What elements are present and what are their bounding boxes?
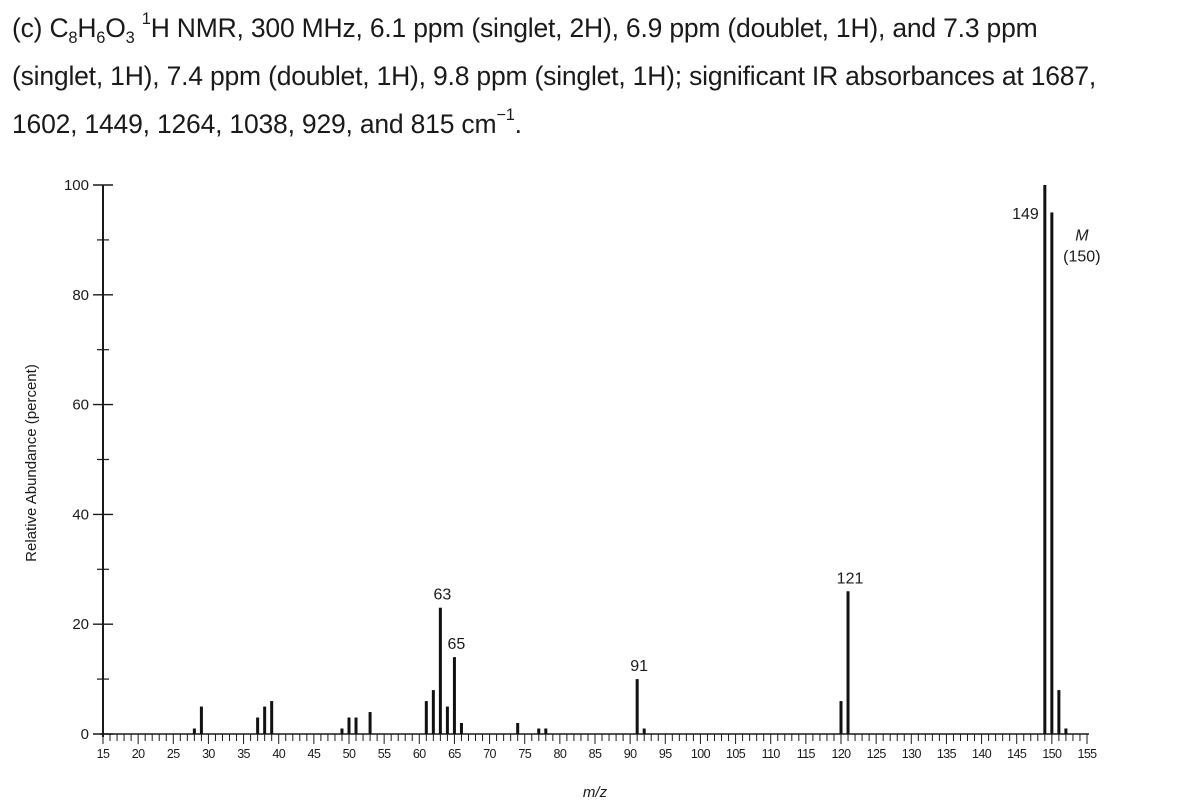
peak-bar-mz-66 xyxy=(459,723,463,734)
x-tick-label: 135 xyxy=(937,747,957,761)
peak-bar-mz-91 xyxy=(635,679,639,734)
x-tick-label: 80 xyxy=(553,747,566,761)
x-tick-label: 150 xyxy=(1042,747,1062,761)
peak-bar-mz-39 xyxy=(270,701,274,734)
wavenumber-unit-exponent: −1 xyxy=(496,105,515,124)
y-axis-title: Relative Abundance (percent) xyxy=(23,364,40,562)
problem-prefix: (c) C xyxy=(12,13,69,43)
peak-bar-mz-64 xyxy=(445,706,449,734)
peak-bar-mz-49 xyxy=(340,728,344,734)
x-tick-label: 60 xyxy=(413,747,426,761)
problem-line-2: (singlet, 1H), 7.4 ppm (doublet, 1H), 9.… xyxy=(12,61,1097,91)
x-tick-label: 100 xyxy=(691,747,711,761)
x-tick-label: 105 xyxy=(726,747,746,761)
x-tick-label: 30 xyxy=(202,747,215,761)
peak-label-91: 91 xyxy=(630,658,648,675)
oxygen-count: 3 xyxy=(125,28,135,47)
x-tick-label: 35 xyxy=(237,747,250,761)
y-tick-label: 20 xyxy=(72,616,89,633)
y-tick-label: 60 xyxy=(72,397,89,414)
x-axis-title: m/z xyxy=(583,784,608,801)
peak-bar-mz-51 xyxy=(354,717,358,734)
peak-bar-mz-78 xyxy=(544,728,548,734)
peak-bars xyxy=(192,185,1068,734)
x-axis: 15 20 25 30 35 40 45 50 55 60 65 70 75 80 85 90 95 100 105… xyxy=(97,733,1098,761)
peak-bar-mz-121 xyxy=(846,591,850,734)
x-tick-label: 50 xyxy=(343,747,356,761)
peak-bar-mz-28 xyxy=(192,728,196,734)
x-tick-label: 65 xyxy=(448,747,461,761)
peak-bar-mz-77 xyxy=(537,728,541,734)
y-axis: 0 20 40 60 80 100 xyxy=(64,177,113,743)
peak-label-63: 63 xyxy=(433,587,451,604)
peak-bar-mz-151 xyxy=(1057,690,1061,734)
peak-bar-mz-149 xyxy=(1043,185,1047,734)
x-tick-label: 55 xyxy=(378,747,391,761)
peak-bar-mz-92 xyxy=(642,728,646,734)
x-tick-label: 125 xyxy=(867,747,887,761)
x-tick-label: 85 xyxy=(589,747,602,761)
molecular-ion-mass-label: (150) xyxy=(1063,248,1100,265)
problem-line-3: 1602, 1449, 1264, 1038, 929, and 815 cm−… xyxy=(12,100,1182,148)
peak-bar-mz-50 xyxy=(347,717,351,734)
carbon-count: 8 xyxy=(68,28,78,47)
peak-label-65: 65 xyxy=(448,636,466,653)
mass-spectrum-chart: 0 20 40 60 80 100 15 20 25 30 35 40 45 50 55 60 65 70 75 8… xyxy=(23,177,1101,801)
peak-label-149: 149 xyxy=(1012,206,1039,223)
peak-labels: 63 65 91 121 149 M (150) xyxy=(433,206,1100,675)
problem-statement: (c) C8H6O3 1H NMR, 300 MHz, 6.1 ppm (sin… xyxy=(12,4,1182,148)
peak-bar-mz-63 xyxy=(438,607,442,734)
y-tick-label: 80 xyxy=(72,287,89,304)
x-tick-label: 95 xyxy=(659,747,672,761)
ir-values: 1602, 1449, 1264, 1038, 929, and 815 cm xyxy=(12,109,497,139)
molecular-ion-label: M xyxy=(1075,227,1089,244)
x-tick-label: 140 xyxy=(972,747,992,761)
peak-bar-mz-65 xyxy=(452,657,456,734)
peak-label-121: 121 xyxy=(837,570,864,587)
nmr-superscript: 1 xyxy=(141,9,151,28)
x-tick-label: 20 xyxy=(132,747,145,761)
x-tick-label: 115 xyxy=(797,747,816,761)
x-tick-label: 145 xyxy=(1007,747,1027,761)
peak-bar-mz-120 xyxy=(839,701,843,734)
x-tick-label: 75 xyxy=(518,747,531,761)
x-tick-label: 155 xyxy=(1077,747,1097,761)
y-tick-label: 100 xyxy=(64,177,89,194)
peak-bar-mz-74 xyxy=(516,723,520,734)
x-tick-label: 110 xyxy=(762,747,781,761)
x-tick-label: 120 xyxy=(831,747,851,761)
peak-bar-mz-37 xyxy=(256,717,260,734)
peak-bar-mz-29 xyxy=(199,706,203,734)
x-tick-label: 130 xyxy=(902,747,922,761)
x-tick-label: 45 xyxy=(307,747,320,761)
oxygen-symbol: O xyxy=(105,13,126,43)
problem-line-1: (c) C8H6O3 1H NMR, 300 MHz, 6.1 ppm (sin… xyxy=(12,4,1182,52)
peak-bar-mz-152 xyxy=(1064,728,1068,734)
nmr-description: H NMR, 300 MHz, 6.1 ppm (singlet, 2H), 6… xyxy=(150,13,1038,43)
x-tick-label: 40 xyxy=(272,747,285,761)
y-tick-label: 0 xyxy=(81,726,89,743)
x-tick-label: 25 xyxy=(167,747,180,761)
peak-bar-mz-62 xyxy=(431,690,435,734)
peak-bar-mz-38 xyxy=(263,706,267,734)
x-tick-label: 70 xyxy=(483,747,496,761)
x-tick-label: 90 xyxy=(624,747,637,761)
sentence-end: . xyxy=(514,109,522,139)
peak-bar-mz-53 xyxy=(368,712,372,734)
x-tick-label: 15 xyxy=(97,747,110,761)
peak-bar-mz-61 xyxy=(424,701,428,734)
y-tick-label: 40 xyxy=(72,506,89,523)
hydrogen-symbol: H xyxy=(77,13,97,43)
peak-bar-mz-150 xyxy=(1050,212,1054,734)
hydrogen-count: 6 xyxy=(96,28,106,47)
